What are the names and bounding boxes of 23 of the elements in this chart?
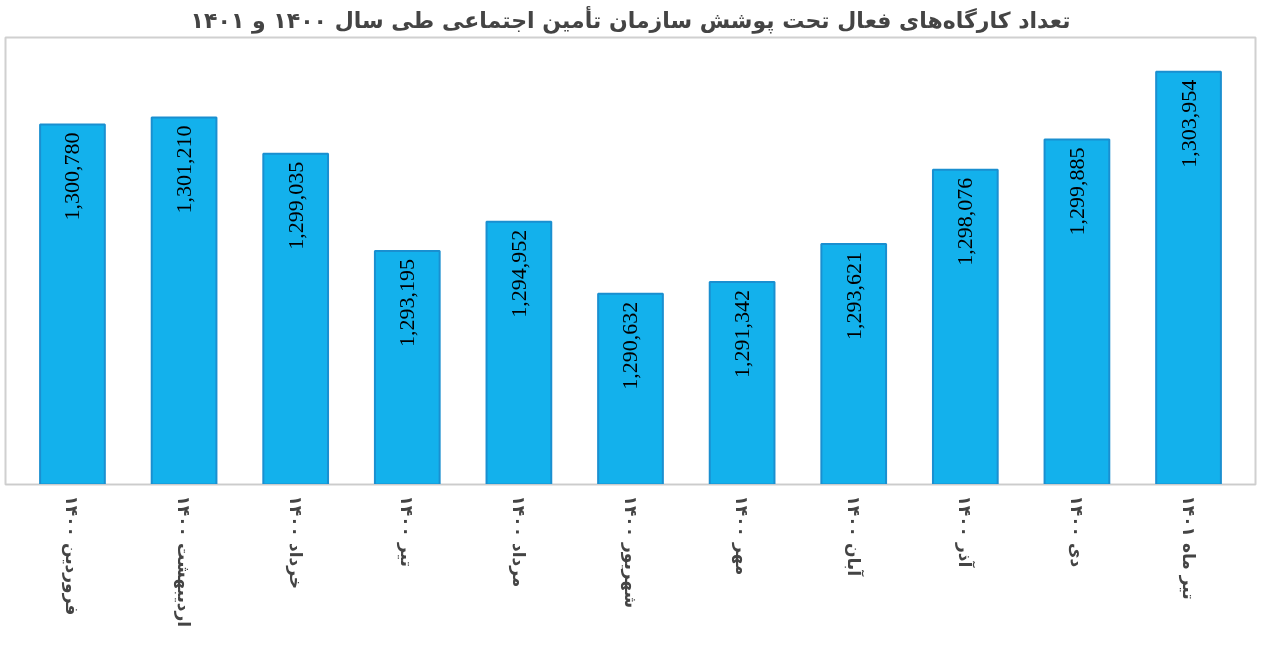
x-tick-label: دی ۱۴۰۰: [1066, 495, 1087, 568]
data-label: 1,298,076: [952, 177, 978, 266]
x-tick-label: آذر ۱۴۰۰: [955, 495, 977, 569]
data-label: 1,290,632: [617, 301, 643, 390]
x-tick-label: اردیبهشت ۱۴۰۰: [173, 495, 195, 628]
x-tick-label: تیر ماه ۱۴۰۱: [1177, 495, 1199, 600]
x-tick-label: آبان ۱۴۰۰: [843, 495, 865, 578]
x-tick-label: فروردین ۱۴۰۰: [61, 495, 83, 616]
x-tick-label: مرداد ۱۴۰۰: [507, 495, 529, 588]
data-label: 1,291,342: [729, 289, 755, 378]
data-label: 1,299,035: [282, 161, 308, 250]
x-tick-label: خرداد ۱۴۰۰: [284, 495, 306, 590]
x-tick-label: مهر ۱۴۰۰: [731, 495, 753, 576]
x-tick-label: شهریور ۱۴۰۰: [619, 495, 641, 609]
data-label: 1,300,780: [59, 132, 85, 221]
data-label: 1,293,195: [394, 259, 420, 348]
data-label: 1,299,885: [1063, 147, 1089, 236]
data-label: 1,294,952: [505, 229, 531, 318]
data-label: 1,293,621: [840, 251, 866, 340]
data-label: 1,303,954: [1175, 79, 1201, 168]
chart-title: تعداد کارگاه‌های فعال تحت پوشش سازمان تأمین اجتماعی طی سال ۱۴۰۰ و ۱۴۰۱: [190, 4, 1071, 34]
x-tick-label: تیر ۱۴۰۰: [396, 495, 418, 567]
data-label: 1,301,210: [171, 125, 197, 214]
